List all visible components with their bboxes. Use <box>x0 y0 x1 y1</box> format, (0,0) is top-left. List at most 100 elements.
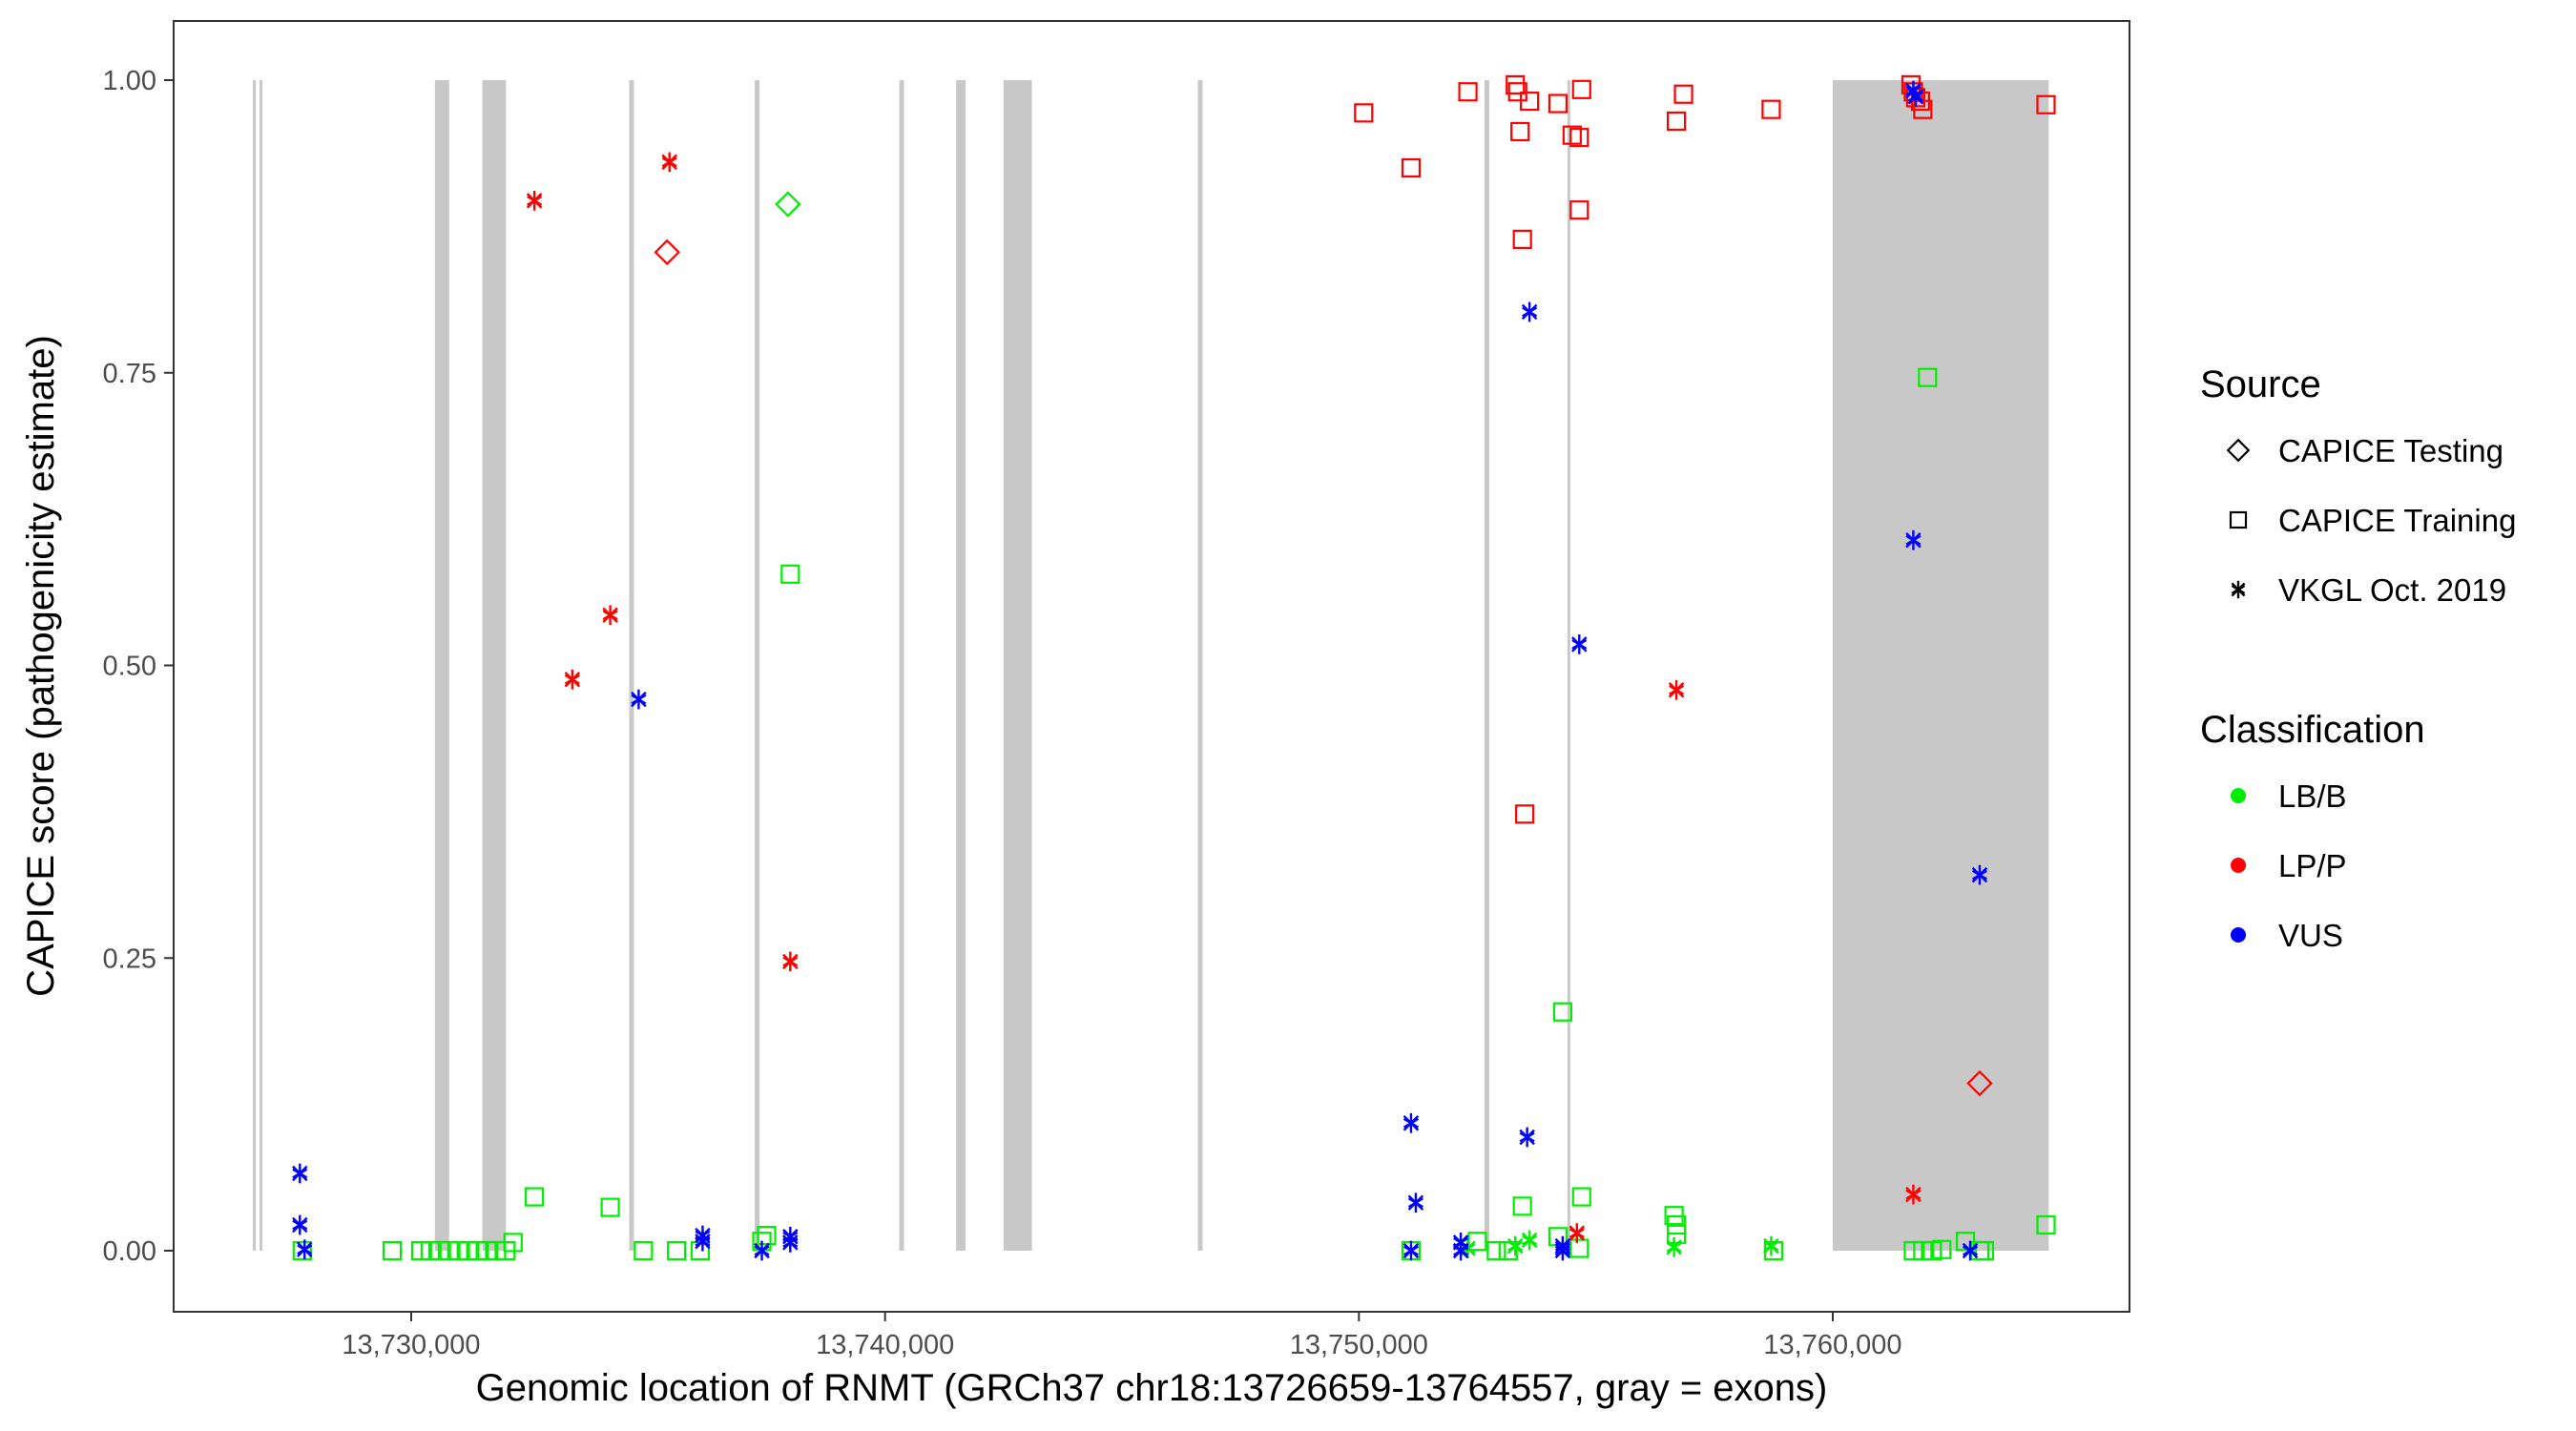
legend-source-label: CAPICE Training <box>2278 503 2516 538</box>
data-point <box>383 1240 403 1261</box>
data-point <box>1918 367 1938 387</box>
legend-square-icon <box>2229 510 2248 529</box>
data-point <box>1402 1240 1420 1261</box>
x-axis: 13,730,000 13,740,000 13,750,000 13,760,000 <box>342 1312 1902 1360</box>
data-point <box>503 1233 523 1253</box>
x-axis-title: Genomic location of RNMT (GRCh37 chr18:1… <box>476 1367 1828 1409</box>
exon-band <box>629 80 634 1251</box>
data-point <box>1666 111 1687 132</box>
data-point <box>1515 804 1535 824</box>
data-point <box>1974 1240 1995 1261</box>
legend-source-label: VKGL Oct. 2019 <box>2278 572 2506 608</box>
exon-band <box>755 80 760 1251</box>
data-point <box>1562 125 1582 145</box>
legend-dot-icon <box>2231 788 2246 803</box>
data-point <box>1571 79 1591 99</box>
exon-band <box>1833 80 2049 1251</box>
x-tick-label: 13,750,000 <box>1290 1330 1428 1360</box>
data-point <box>661 152 677 173</box>
x-tick-label: 13,730,000 <box>342 1330 480 1360</box>
data-point <box>1486 1240 1506 1261</box>
exon-band <box>899 80 904 1251</box>
exon-bands <box>253 80 2049 1251</box>
legend-asterisk-icon <box>2231 580 2246 599</box>
exon-band <box>1003 80 1032 1251</box>
exon-band <box>1197 80 1203 1251</box>
data-point <box>1913 99 1933 119</box>
data-point <box>525 1187 545 1207</box>
legend-dot-icon <box>2231 858 2246 873</box>
data-point <box>292 1163 308 1184</box>
data-points <box>292 74 2056 1261</box>
data-point <box>1932 1239 1952 1259</box>
data-point <box>1458 82 1478 102</box>
legend-classification-label: LP/P <box>2278 848 2347 883</box>
data-point <box>1905 529 1922 550</box>
data-point <box>1512 1196 1532 1216</box>
data-point <box>1407 1192 1424 1213</box>
x-tick-label: 13,760,000 <box>1763 1330 1901 1360</box>
data-point <box>602 605 618 626</box>
data-point <box>654 238 680 266</box>
data-point <box>1401 157 1422 178</box>
legend-classification-label: LB/B <box>2278 778 2347 814</box>
legend-classification-title: Classification <box>2200 709 2425 751</box>
y-axis-title: CAPICE score (pathogenicity estimate) <box>20 335 62 997</box>
exon-band <box>1567 80 1570 1251</box>
data-point <box>1548 93 1568 114</box>
y-tick-label: 0.75 <box>103 359 156 389</box>
data-point <box>1554 1240 1571 1261</box>
data-point <box>1510 121 1530 142</box>
data-point <box>1571 634 1588 654</box>
data-point <box>600 1197 620 1217</box>
data-point <box>1552 1002 1573 1022</box>
data-point <box>1907 86 1924 107</box>
data-point <box>634 1240 654 1261</box>
data-point <box>1761 99 1781 119</box>
data-point <box>1569 200 1589 220</box>
data-point <box>667 1240 687 1261</box>
data-point <box>1664 1206 1684 1226</box>
legend-source-label: CAPICE Testing <box>2278 433 2503 468</box>
data-point <box>1507 1235 1524 1256</box>
data-point <box>1763 1240 1784 1261</box>
data-point <box>1971 864 1988 885</box>
data-point <box>695 1231 711 1252</box>
data-point <box>780 564 800 584</box>
data-point <box>526 191 543 211</box>
exon-band <box>260 80 263 1251</box>
legend-classification-items: LB/B LP/P VUS <box>2231 778 2347 953</box>
data-point <box>775 191 801 218</box>
data-point <box>1521 301 1538 322</box>
data-point <box>754 1240 770 1261</box>
data-point <box>1521 1230 1538 1251</box>
legend-source-title: Source <box>2200 363 2321 405</box>
data-point <box>1571 1187 1591 1207</box>
data-point <box>782 951 799 972</box>
data-point <box>1354 103 1374 123</box>
data-point <box>1962 1240 1979 1261</box>
legend-classification-label: VUS <box>2278 918 2343 953</box>
data-point <box>782 1233 799 1253</box>
data-point <box>1569 1238 1589 1258</box>
data-point <box>2036 1214 2056 1235</box>
data-point <box>631 689 647 710</box>
data-point <box>1519 1127 1535 1148</box>
y-tick-label: 0.25 <box>103 944 156 974</box>
exon-band <box>482 80 507 1251</box>
data-point <box>757 1225 777 1246</box>
legend-source-items: CAPICE Testing CAPICE Training VKGL Oct. 2… <box>2226 433 2516 608</box>
data-point <box>1467 1232 1487 1252</box>
data-point <box>1569 128 1589 148</box>
data-point <box>1452 1240 1469 1261</box>
data-point <box>1512 229 1532 249</box>
data-point <box>292 1240 312 1261</box>
data-point <box>564 669 581 690</box>
data-point <box>2036 94 2056 114</box>
data-point <box>1905 1184 1922 1205</box>
y-tick-label: 0.50 <box>103 652 156 682</box>
data-point <box>1520 91 1540 112</box>
exon-band <box>434 80 449 1251</box>
data-point <box>1568 1223 1586 1243</box>
